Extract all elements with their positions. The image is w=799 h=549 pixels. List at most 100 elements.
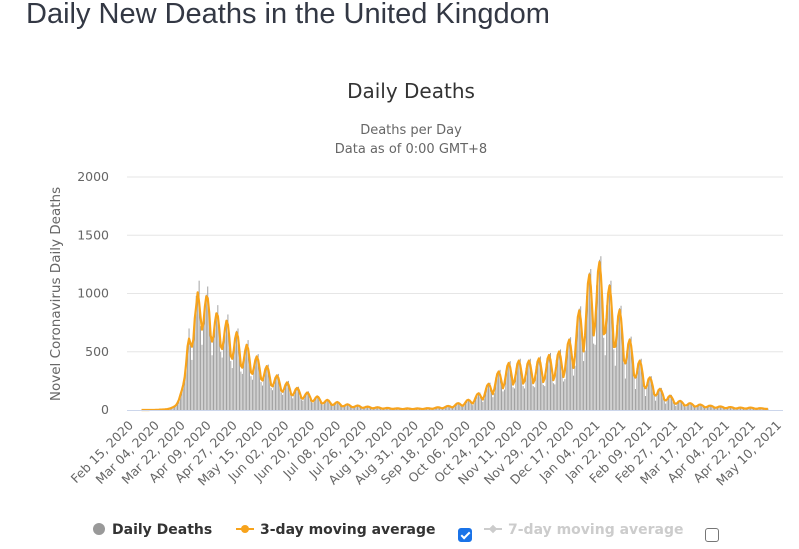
daily-deaths-bar[interactable] [593,343,595,410]
daily-deaths-bar[interactable] [623,361,625,410]
daily-deaths-bar[interactable] [531,376,533,410]
daily-deaths-bar[interactable] [325,400,327,410]
daily-deaths-bar[interactable] [273,380,275,411]
daily-deaths-bar[interactable] [321,403,322,410]
daily-deaths-bar[interactable] [207,286,209,410]
daily-deaths-bar[interactable] [472,405,474,410]
daily-deaths-bar[interactable] [551,372,553,410]
daily-deaths-bar[interactable] [719,406,721,410]
daily-deaths-bar[interactable] [652,387,654,410]
daily-deaths-bar[interactable] [346,404,348,410]
daily-deaths-bar[interactable] [685,407,687,410]
daily-deaths-bar[interactable] [364,407,366,410]
daily-deaths-bar[interactable] [256,356,258,410]
daily-deaths-bar[interactable] [306,392,308,410]
daily-deaths-bar[interactable] [200,326,202,410]
daily-deaths-bar[interactable] [525,368,527,410]
daily-deaths-bar[interactable] [541,375,543,410]
daily-deaths-bar[interactable] [640,358,642,410]
daily-deaths-bar[interactable] [511,377,513,410]
daily-deaths-bar[interactable] [349,405,351,410]
daily-deaths-bar[interactable] [577,316,579,410]
daily-deaths-bar[interactable] [567,343,569,410]
daily-deaths-bar[interactable] [564,379,566,410]
daily-deaths-bar[interactable] [478,393,479,410]
daily-deaths-bar[interactable] [679,400,681,410]
daily-deaths-bar[interactable] [272,390,274,410]
daily-deaths-bar[interactable] [377,407,379,410]
daily-deaths-bar[interactable] [243,357,245,410]
daily-deaths-bar[interactable] [607,292,609,410]
daily-deaths-bar[interactable] [280,392,282,410]
daily-deaths-bar[interactable] [574,365,576,410]
daily-deaths-bar[interactable] [205,294,207,410]
daily-deaths-bar[interactable] [300,399,302,410]
daily-deaths-bar[interactable] [246,344,248,410]
daily-deaths-bar[interactable] [611,326,613,410]
daily-deaths-bar[interactable] [547,358,549,410]
daily-deaths-bar[interactable] [704,407,706,410]
daily-deaths-bar[interactable] [634,389,636,410]
daily-deaths-bar[interactable] [636,368,638,410]
daily-deaths-bar[interactable] [443,408,445,410]
daily-deaths-bar[interactable] [568,338,570,410]
daily-deaths-bar[interactable] [514,388,515,410]
daily-deaths-bar[interactable] [614,365,616,410]
daily-deaths-bar[interactable] [286,382,288,410]
daily-deaths-bar[interactable] [236,330,238,410]
daily-deaths-bar[interactable] [465,401,466,410]
daily-deaths-bar[interactable] [322,404,324,410]
daily-deaths-bar[interactable] [241,373,243,410]
daily-deaths-bar[interactable] [368,406,370,411]
daily-deaths-bar[interactable] [457,403,459,410]
daily-deaths-bar[interactable] [187,344,189,410]
daily-deaths-bar[interactable] [210,337,212,410]
daily-deaths-bar[interactable] [270,387,272,410]
daily-deaths-bar[interactable] [598,259,600,410]
daily-deaths-bar[interactable] [467,399,469,410]
daily-deaths-bar[interactable] [499,369,501,410]
daily-deaths-bar[interactable] [305,393,307,410]
daily-deaths-bar[interactable] [303,396,305,410]
daily-deaths-bar[interactable] [575,326,577,410]
daily-deaths-bar[interactable] [686,404,688,410]
daily-deaths-bar[interactable] [269,377,271,410]
daily-deaths-bar[interactable] [561,370,563,410]
daily-deaths-bar[interactable] [341,406,343,411]
daily-deaths-bar[interactable] [444,406,446,411]
daily-deaths-bar[interactable] [721,406,723,410]
daily-deaths-bar[interactable] [194,321,196,410]
daily-deaths-bar[interactable] [287,380,289,411]
daily-deaths-bar[interactable] [632,362,634,410]
daily-deaths-bar[interactable] [251,379,253,410]
daily-deaths-bar[interactable] [521,376,523,410]
legend-item-daily-deaths[interactable]: Daily Deaths [93,522,212,538]
daily-deaths-bar[interactable] [639,359,641,410]
daily-deaths-bar[interactable] [195,295,197,410]
daily-deaths-bar[interactable] [213,331,214,410]
daily-deaths-bar[interactable] [731,406,733,410]
daily-deaths-bar[interactable] [285,384,286,410]
daily-deaths-bar[interactable] [450,407,452,410]
daily-deaths-bar[interactable] [629,338,631,410]
daily-deaths-bar[interactable] [524,388,526,410]
daily-deaths-bar[interactable] [259,369,261,410]
daily-deaths-bar[interactable] [316,396,318,410]
daily-deaths-bar[interactable] [309,397,311,410]
daily-deaths-bar[interactable] [626,350,628,410]
daily-deaths-bar[interactable] [682,403,684,410]
daily-deaths-bar[interactable] [555,359,557,410]
daily-deaths-bar[interactable] [649,376,651,410]
daily-deaths-bar[interactable] [370,407,371,410]
daily-deaths-bar[interactable] [326,399,328,410]
daily-deaths-bar[interactable] [506,365,508,410]
daily-deaths-bar[interactable] [351,407,353,410]
daily-deaths-bar[interactable] [485,387,487,410]
daily-deaths-bar[interactable] [264,368,266,410]
daily-deaths-bar[interactable] [250,376,252,410]
daily-deaths-bar[interactable] [323,401,325,410]
daily-deaths-bar[interactable] [358,405,360,410]
daily-deaths-bar[interactable] [177,403,178,410]
daily-deaths-bar[interactable] [596,285,598,410]
daily-deaths-bar[interactable] [669,395,671,410]
